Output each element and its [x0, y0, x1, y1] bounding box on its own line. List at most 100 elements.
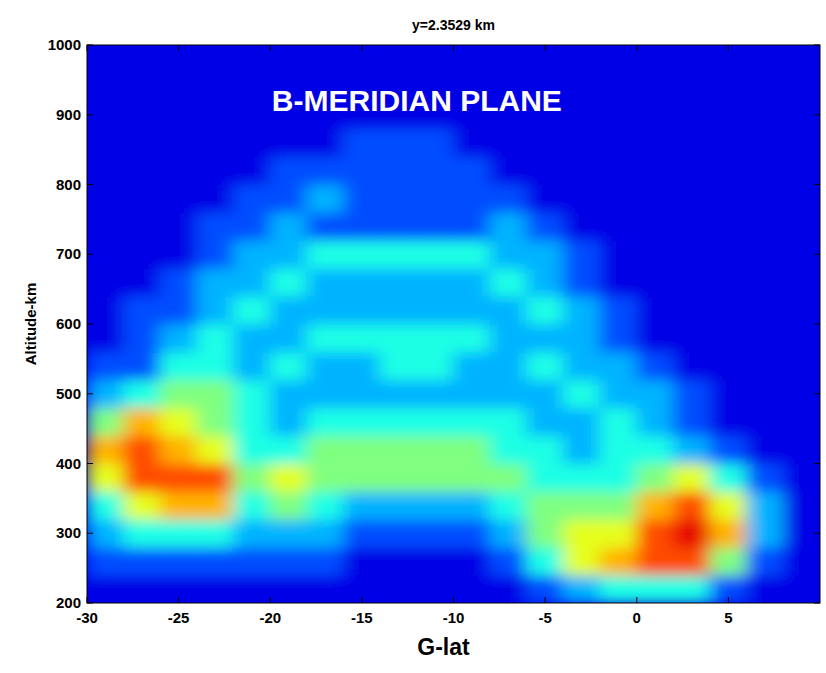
heat-cell — [123, 463, 161, 492]
heat-cell — [490, 184, 528, 213]
heat-cell — [453, 575, 491, 603]
heat-cell — [563, 407, 601, 436]
heat-cell — [453, 240, 491, 269]
heat-cell — [673, 379, 711, 408]
heat-cell — [636, 575, 674, 603]
heat-cell — [196, 128, 234, 157]
heat-cell — [673, 491, 711, 520]
heat-cell — [196, 435, 234, 464]
heat-cell — [673, 268, 711, 297]
heat-cell — [306, 463, 344, 492]
heat-cell — [783, 128, 820, 157]
heat-cell — [636, 72, 674, 101]
heat-cell — [783, 72, 820, 101]
heat-cell — [380, 407, 418, 436]
heat-cell — [490, 324, 528, 353]
heat-cell — [490, 240, 528, 269]
heat-cell — [380, 519, 418, 548]
heat-cell — [343, 268, 381, 297]
heat-cell — [343, 184, 381, 213]
heat-cell — [416, 491, 454, 520]
x-tick-label: 0 — [633, 609, 641, 626]
heat-cell — [160, 547, 198, 576]
heat-cell — [710, 547, 748, 576]
heat-cell — [87, 575, 124, 603]
heat-cell — [636, 463, 674, 492]
heat-cell — [380, 463, 418, 492]
heat-cell — [783, 575, 820, 603]
heat-cell — [343, 156, 381, 185]
heat-cell — [196, 463, 234, 492]
heat-cell — [416, 351, 454, 380]
heat-cell — [746, 547, 784, 576]
heat-cell — [343, 324, 381, 353]
heat-cell — [160, 407, 198, 436]
heat-cell — [600, 128, 638, 157]
heat-cell — [673, 547, 711, 576]
heat-cell — [196, 351, 234, 380]
y-tick-label: 400 — [56, 455, 81, 472]
heat-cell — [343, 547, 381, 576]
heat-cell — [673, 407, 711, 436]
heat-cell — [160, 296, 198, 325]
heat-cell — [306, 435, 344, 464]
heat-cell — [600, 463, 638, 492]
heat-cell — [233, 156, 271, 185]
heat-cell — [380, 212, 418, 241]
heat-cell — [783, 491, 820, 520]
heat-cell — [87, 296, 124, 325]
heat-cell — [710, 379, 748, 408]
heat-cell — [600, 351, 638, 380]
y-tick — [87, 533, 93, 534]
heat-cell — [343, 296, 381, 325]
heat-cell — [123, 435, 161, 464]
heat-cell — [490, 296, 528, 325]
heat-cell — [453, 463, 491, 492]
heat-cell — [196, 212, 234, 241]
heat-cell — [233, 379, 271, 408]
heat-cell — [710, 296, 748, 325]
heat-cell — [160, 463, 198, 492]
heat-cell — [270, 184, 308, 213]
heat-cell — [710, 72, 748, 101]
heat-cell — [526, 379, 564, 408]
heat-cell — [710, 435, 748, 464]
heat-cell — [710, 128, 748, 157]
heat-cell — [123, 240, 161, 269]
y-tick — [814, 254, 820, 255]
heat-cell — [783, 324, 820, 353]
heat-cell — [380, 45, 418, 73]
heat-cell — [160, 351, 198, 380]
heat-cell — [636, 491, 674, 520]
heat-cell — [490, 379, 528, 408]
heat-cell — [783, 100, 820, 129]
heat-cell — [416, 128, 454, 157]
heat-cell — [673, 212, 711, 241]
heat-cell — [233, 519, 271, 548]
heat-cell — [453, 268, 491, 297]
heat-cell — [783, 407, 820, 436]
heat-cell — [490, 575, 528, 603]
heat-cell — [453, 379, 491, 408]
heat-cell — [453, 435, 491, 464]
heat-cell — [746, 128, 784, 157]
y-tick — [87, 463, 93, 464]
x-tick — [361, 45, 362, 51]
heat-cell — [673, 128, 711, 157]
heat-cell — [343, 491, 381, 520]
x-tick-label: -25 — [168, 609, 190, 626]
heat-cell — [123, 268, 161, 297]
heat-cell — [563, 268, 601, 297]
x-tick — [361, 597, 362, 603]
x-tick-label: -15 — [351, 609, 373, 626]
y-tick — [87, 254, 93, 255]
y-tick — [87, 393, 93, 394]
heat-cell — [746, 45, 784, 73]
heat-cell — [343, 575, 381, 603]
x-tick-label: -10 — [443, 609, 465, 626]
heat-cell — [196, 72, 234, 101]
heat-cell — [783, 45, 820, 73]
y-tick-label: 1000 — [48, 36, 81, 53]
heat-cell — [490, 45, 528, 73]
chart: -30-25-20-15-10-505200300400500600700800… — [0, 0, 826, 673]
